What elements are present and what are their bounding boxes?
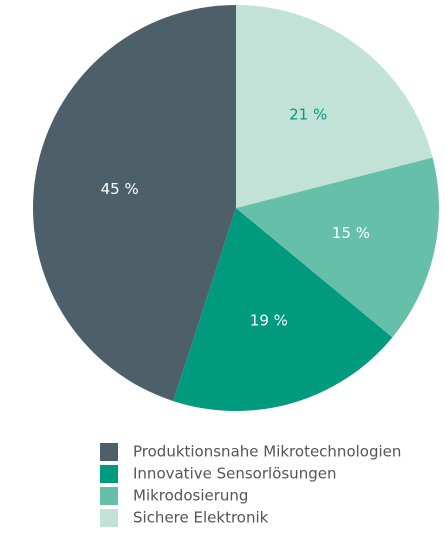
legend-label: Sichere Elektronik	[133, 509, 269, 527]
legend-swatch	[100, 465, 118, 483]
slice-label: 45 %	[101, 180, 139, 198]
pie-slice	[33, 5, 237, 402]
slice-label: 21 %	[289, 105, 327, 123]
slice-label: 15 %	[332, 224, 370, 242]
legend-label: Innovative Sensorlösungen	[133, 465, 336, 483]
legend-label: Mikrodosierung	[133, 487, 248, 505]
legend-label: Produktionsnahe Mikrotechnologien	[133, 443, 401, 461]
slice-label: 19 %	[250, 312, 288, 330]
pie-slice	[173, 208, 393, 411]
legend-swatch	[100, 487, 118, 505]
pie-slice	[236, 5, 433, 208]
legend-swatch	[100, 443, 118, 461]
pie-slice	[236, 157, 440, 338]
legend-swatch	[100, 509, 118, 527]
